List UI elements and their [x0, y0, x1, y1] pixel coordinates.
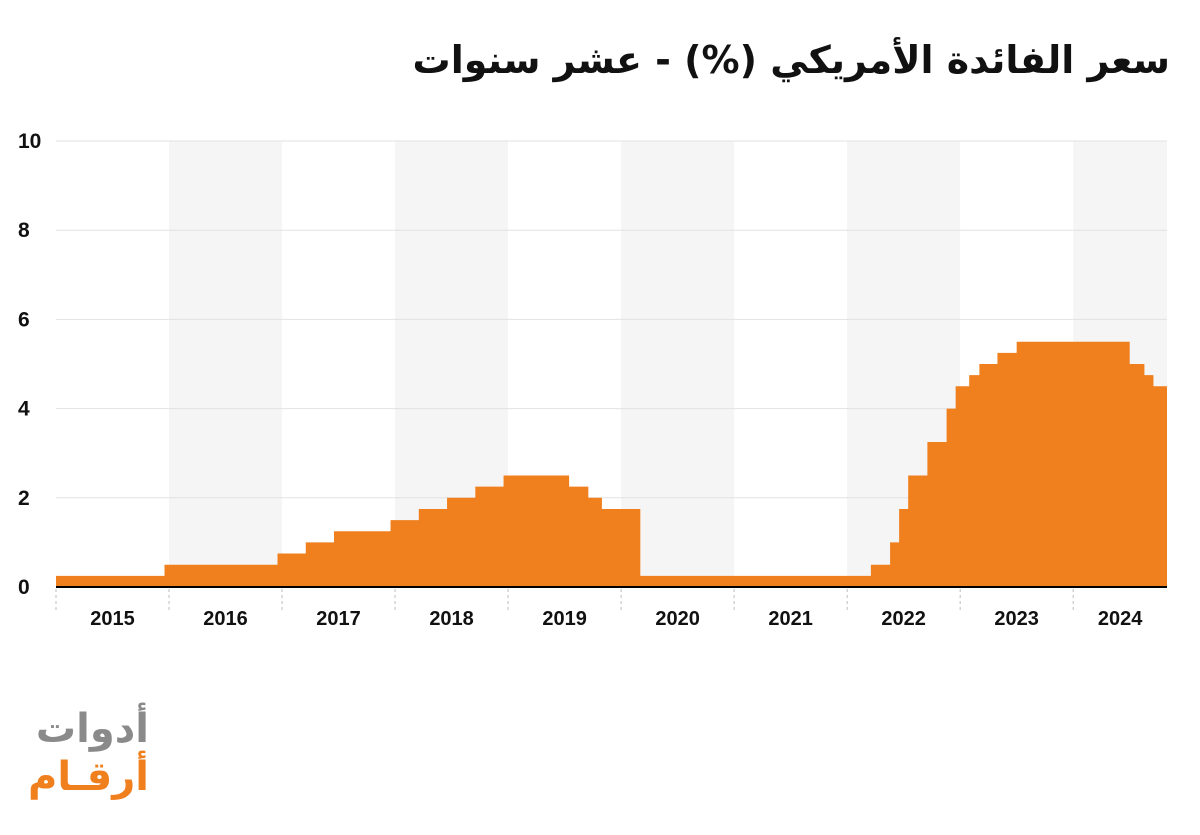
data-area: [56, 341, 1167, 587]
x-tick-label: 2020: [655, 608, 700, 630]
logo-line-2: أرقـام: [28, 754, 149, 800]
y-tick-label: 6: [18, 308, 30, 331]
x-tick-label: 2019: [542, 608, 587, 630]
y-tick-label: 10: [18, 130, 41, 153]
rate-area: [56, 341, 1167, 587]
x-axis-ticks: 2015 2016 2017 2018 2019 2020 2021 2022 2023 2024: [55, 589, 1143, 630]
y-tick-label: 2: [18, 487, 30, 510]
logo-line-1: أدوات: [35, 706, 149, 752]
x-tick-label: 2015: [90, 608, 135, 630]
brand-logo: أدوات أرقـام: [28, 705, 149, 801]
y-tick-label: 4: [18, 398, 30, 421]
x-tick-label: 2018: [429, 608, 474, 630]
x-tick-label: 2022: [881, 608, 926, 630]
y-axis-ticks: 0 2 4 6 8 10: [18, 130, 41, 599]
x-tick-label: 2024: [1098, 608, 1143, 630]
y-tick-label: 8: [18, 219, 30, 242]
chart-title: سعر الفائدة الأمريكي (%) - عشر سنوات: [412, 38, 1170, 82]
y-tick-label: 0: [18, 576, 30, 599]
year-band-2016: [169, 141, 283, 587]
x-tick-label: 2021: [768, 608, 813, 630]
x-tick-label: 2017: [316, 608, 361, 630]
x-tick-label: 2016: [203, 608, 248, 630]
x-tick-label: 2023: [994, 608, 1039, 630]
